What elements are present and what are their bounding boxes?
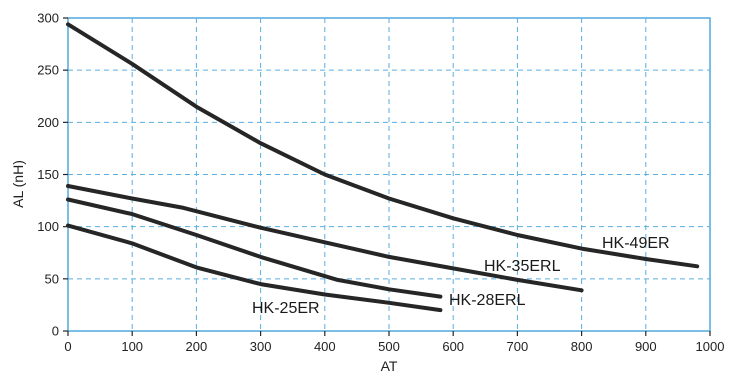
y-tick-label: 100: [37, 219, 59, 234]
x-tick-label: 200: [186, 339, 208, 354]
y-tick-label: 150: [37, 167, 59, 182]
y-tick-label: 200: [37, 115, 59, 130]
x-tick-label: 100: [121, 339, 143, 354]
series-lines: [66, 22, 700, 313]
x-axis-title: AT: [381, 358, 398, 374]
series-labels: HK-49ER HK-35ERL HK-28ERL HK-25ER: [252, 235, 670, 317]
x-tick-label: 0: [64, 339, 71, 354]
x-tick-label: 500: [378, 339, 400, 354]
x-tick-label: 800: [571, 339, 593, 354]
series-line-hk-35erl: [66, 184, 584, 293]
grid: [68, 18, 710, 331]
series-label-hk-28erl: HK-28ERL: [449, 292, 526, 309]
series-line-hk-49er: [66, 22, 700, 269]
x-tick-label: 300: [250, 339, 272, 354]
y-tick-label: 250: [37, 63, 59, 78]
y-tick-label: 50: [45, 271, 59, 286]
series-label-hk-25er: HK-25ER: [252, 300, 320, 317]
x-tick-label: 700: [507, 339, 529, 354]
x-tick-label: 600: [442, 339, 464, 354]
axis-ticks: 0 100 200 300 400 500 600 700 800 900 1000 0 50 100 15…: [37, 11, 724, 355]
y-axis-title: AL (nH): [10, 160, 26, 208]
y-tick-label: 0: [52, 324, 59, 339]
series-label-hk-35erl: HK-35ERL: [484, 258, 561, 275]
series-label-hk-49er: HK-49ER: [602, 235, 670, 252]
y-tick-label: 300: [37, 11, 59, 26]
series-line-hk-25er: [66, 223, 443, 313]
x-tick-label: 1000: [696, 339, 725, 354]
x-tick-label: 900: [635, 339, 657, 354]
series-line-hk-28erl: [66, 197, 443, 299]
x-tick-label: 400: [314, 339, 336, 354]
